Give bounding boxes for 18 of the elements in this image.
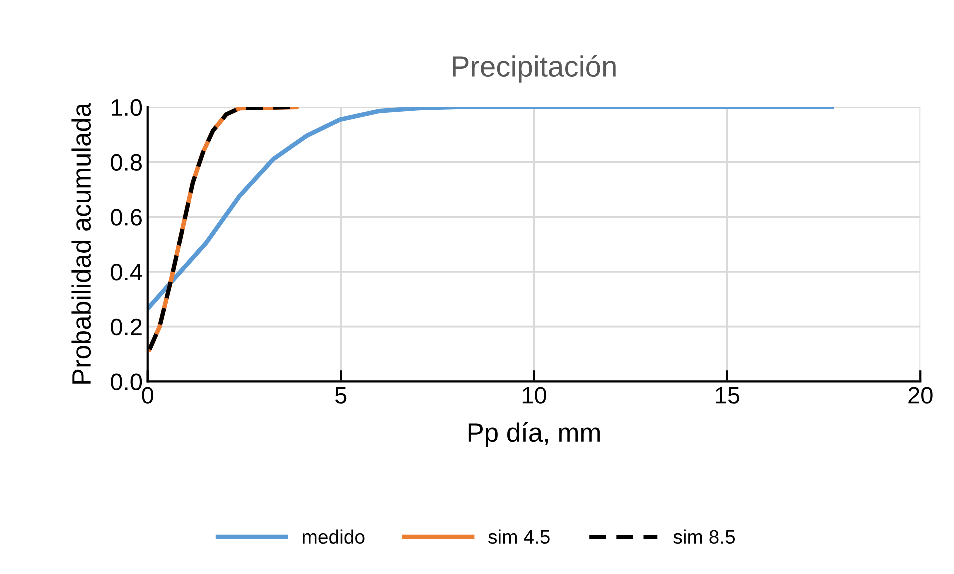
x-tick-label: 20 bbox=[908, 387, 933, 404]
chart-title: Precipitación bbox=[453, 55, 616, 83]
y-tick-label: 0.6 bbox=[111, 209, 142, 226]
x-tick-label: 0 bbox=[142, 387, 154, 404]
x-tick-label: 5 bbox=[335, 387, 347, 404]
legend-label: medido bbox=[303, 530, 365, 544]
x-tick-label: 15 bbox=[716, 387, 740, 404]
y-tick-label: 0.8 bbox=[111, 154, 142, 171]
legend-label: sim 4.5 bbox=[488, 530, 550, 544]
y-tick-label: 0.2 bbox=[111, 318, 142, 336]
y-tick-label: 0.4 bbox=[111, 264, 142, 281]
x-tick-label: 10 bbox=[522, 387, 546, 404]
y-axis-title: Probabilidad acumulada bbox=[72, 102, 92, 384]
y-tick-label: 0.0 bbox=[111, 374, 142, 390]
x-axis-title: Pp día, mm bbox=[468, 422, 600, 448]
line-series bbox=[148, 107, 834, 312]
y-tick-label: 1.0 bbox=[112, 99, 142, 116]
legend-label: sim 8.5 bbox=[674, 530, 736, 544]
